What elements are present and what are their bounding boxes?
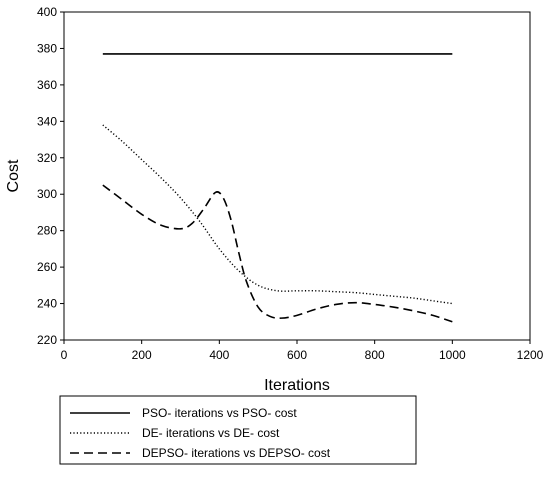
series-layer [102,53,453,323]
y-axis-label: Cost [5,159,22,192]
x-axis-label: Iterations [264,377,330,394]
legend-label-pso: PSO- iterations vs PSO- cost [142,406,297,420]
y-tick-label: 360 [37,78,57,92]
series-line-de [102,124,453,305]
y-tick-label: 380 [37,41,57,55]
y-tick-label: 400 [37,5,57,19]
x-tick-label: 1200 [517,348,544,362]
series-line-depso [102,184,453,323]
y-tick-label: 340 [37,114,57,128]
x-tick-label: 200 [132,348,152,362]
x-tick-label: 600 [287,348,307,362]
x-tick-label: 1000 [439,348,466,362]
y-tick-label: 300 [37,187,57,201]
y-tick-label: 280 [37,224,57,238]
y-tick-label: 220 [37,333,57,347]
legend-label-depso: DEPSO- iterations vs DEPSO- cost [142,446,331,460]
plot-frame [63,11,531,341]
y-tick-label: 320 [37,151,57,165]
x-tick-label: 800 [365,348,385,362]
x-tick-label: 400 [209,348,229,362]
ticks-layer: 0 200 400 600 800 1000 1200 220 240 260 280 300 320 3… [37,5,544,362]
legend-label-de: DE- iterations vs DE- cost [142,426,280,440]
y-tick-label: 240 [37,297,57,311]
x-tick-label: 0 [61,348,68,362]
y-tick-label: 260 [37,260,57,274]
legend: PSO- iterations vs PSO- cost DE- iteratio… [70,406,331,460]
